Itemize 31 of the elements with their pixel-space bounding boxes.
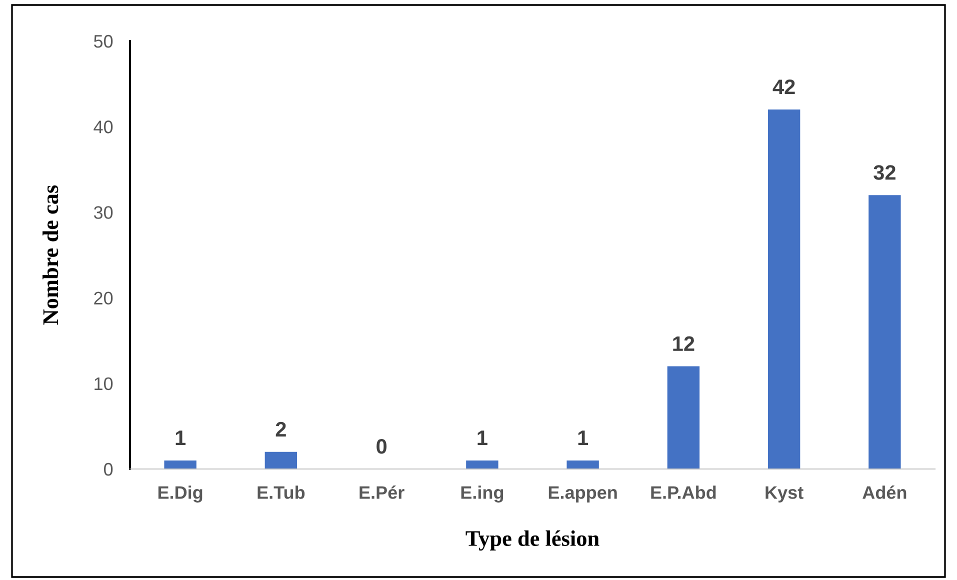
bar [264, 452, 298, 469]
x-tick-label: E.P.Abd [651, 486, 716, 499]
data-label: 1 [176, 430, 186, 446]
data-label: 0 [376, 439, 386, 454]
data-label: 32 [874, 165, 896, 180]
bar [466, 460, 498, 469]
data-label: 1 [478, 430, 488, 446]
y-tick-label: 20 [94, 292, 113, 305]
bar [768, 109, 800, 469]
y-tick-label: 0 [104, 462, 113, 476]
y-axis-title: Nombre de cas [42, 185, 58, 325]
x-tick-label: E.Dig [158, 486, 202, 503]
x-tick-label: E.appen [548, 486, 617, 502]
bar [164, 460, 196, 469]
y-tick-label: 50 [94, 34, 113, 48]
x-tick-label: E.Pér [360, 486, 404, 499]
bar [868, 195, 901, 469]
data-label: 1 [578, 430, 588, 446]
bar [566, 460, 599, 469]
y-tick-label: 30 [94, 206, 113, 219]
data-label: 2 [276, 422, 286, 436]
x-axis-title: Type de lésion [466, 530, 600, 551]
data-label: 42 [772, 80, 795, 94]
data-label: 12 [673, 336, 694, 351]
y-tick-label: 10 [94, 377, 113, 390]
bar [667, 366, 700, 469]
x-tick-label: Adén [862, 486, 906, 499]
x-tick-label: E.ing [461, 486, 504, 503]
x-tick-label: E.Tub [258, 486, 305, 499]
x-tick-label: Kyst [766, 486, 804, 502]
y-tick-label: 40 [94, 120, 113, 134]
